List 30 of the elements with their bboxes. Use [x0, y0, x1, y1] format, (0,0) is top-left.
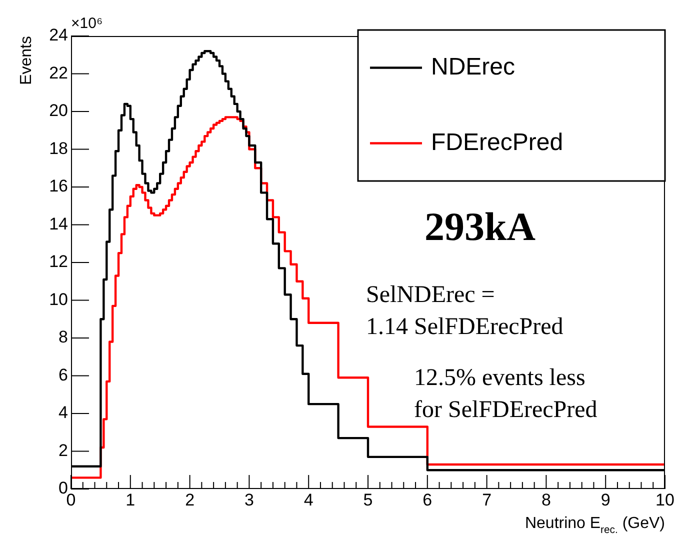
x-tick-label: 6: [422, 490, 432, 510]
x-tick-label: 3: [244, 490, 254, 510]
x-tick-label: 9: [600, 490, 610, 510]
annotation: 293kA: [424, 204, 536, 249]
y-tick-label: 0: [58, 478, 68, 498]
y-tick-label: 2: [58, 440, 68, 460]
y-axis-title: Events: [18, 36, 35, 85]
text: ×10⁶: [71, 15, 103, 32]
annotation: SelNDErec = 1.14 SelFDErecPred: [366, 282, 564, 340]
y-tick-label: 10: [49, 290, 68, 309]
legend-label: NDErec: [431, 53, 516, 80]
y-tick-label: 24: [49, 26, 68, 45]
y-tick-label: 16: [49, 176, 68, 196]
y-tick-label: 18: [49, 138, 68, 158]
y-tick-label: 22: [49, 63, 68, 82]
y-tick-label: 14: [49, 214, 68, 234]
x-tick-label: 7: [482, 490, 492, 510]
x-tick-label: 10: [656, 490, 674, 510]
y-tick-label: 8: [58, 328, 68, 347]
y-tick-label: 20: [49, 101, 68, 120]
x-tick-label: 4: [304, 490, 314, 510]
x-tick-label: 5: [363, 490, 373, 510]
legend-label: FDErecPred: [431, 128, 564, 156]
annotation: 12.5% events less for SelFDErecPred: [414, 365, 598, 423]
y-tick-label: 6: [58, 365, 68, 384]
x-tick-label: 8: [541, 490, 551, 510]
x-tick-label: 1: [126, 490, 136, 510]
x-tick-label: 2: [185, 490, 195, 510]
y-tick-label: 4: [58, 403, 68, 422]
y-tick-label: 12: [49, 252, 68, 272]
